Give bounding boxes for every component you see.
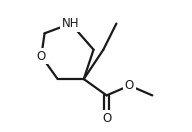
Text: O: O bbox=[125, 79, 134, 92]
Text: O: O bbox=[102, 112, 111, 125]
Text: NH: NH bbox=[62, 17, 79, 30]
Text: O: O bbox=[37, 50, 46, 63]
